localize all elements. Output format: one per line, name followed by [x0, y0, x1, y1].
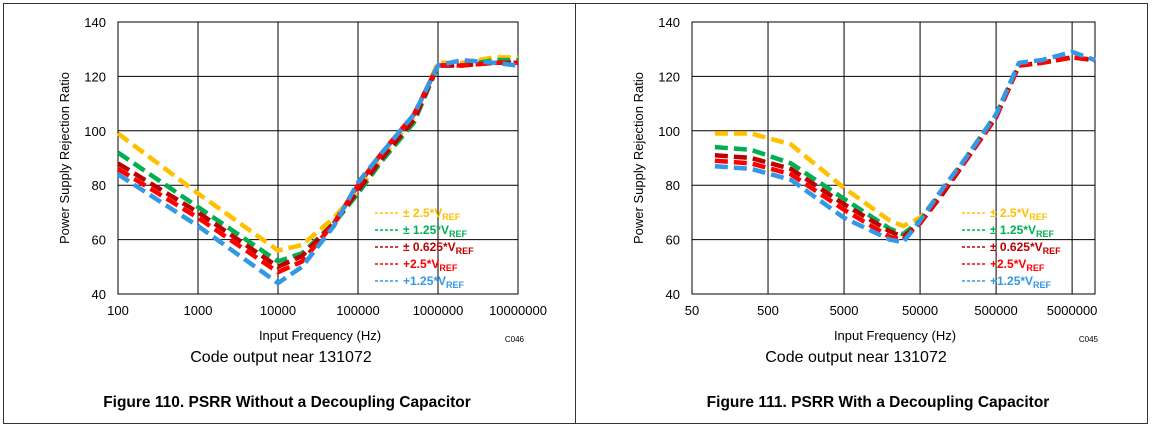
y-tick-label: 140 [84, 15, 106, 30]
x-tick-label: 500000 [974, 303, 1017, 318]
chart-subtitle: Code output near 131072 [190, 349, 372, 366]
x-tick-label: 100000 [336, 303, 379, 318]
y-tick-label: 60 [666, 233, 680, 248]
y-tick-label: 100 [84, 124, 106, 139]
figure-divider [575, 3, 576, 424]
x-tick-label: 1000 [184, 303, 213, 318]
chart-subtitle: Code output near 131072 [765, 349, 947, 366]
y-tick-label: 120 [84, 69, 106, 84]
y-tick-label: 40 [92, 287, 106, 302]
y-tick-label: 80 [92, 178, 106, 193]
legend: ± 2.5*VREF± 1.25*VREF± 0.625*VREF+2.5*VR… [375, 206, 474, 290]
x-tick-label: 50000 [902, 303, 938, 318]
y-tick-label: 80 [666, 178, 680, 193]
y-axis-title: Power Supply Rejection Ratio [631, 72, 646, 244]
legend-entry-label: ± 2.5*VREF [990, 206, 1048, 222]
x-tick-label: 100 [107, 303, 129, 318]
y-tick-label: 40 [666, 287, 680, 302]
figure-caption: Figure 111. PSRR With a Decoupling Capac… [707, 394, 1050, 411]
chart-2: 50 500 5000 50000 500000 5000000 40 60 80 100 120 1… [631, 15, 1099, 411]
legend-entry-label: ± 0.625*VREF [990, 240, 1061, 256]
legend-entry-label: +2.5*VREF [990, 257, 1045, 273]
x-tick-label: 5000 [830, 303, 859, 318]
chart-1: 100 1000 10000 100000 1000000 10000000 40 60 80 1… [57, 15, 547, 411]
x-tick-label: 500 [757, 303, 779, 318]
x-tick-label: 50 [685, 303, 699, 318]
figure-caption: Figure 110. PSRR Without a Decoupling Ca… [103, 394, 471, 411]
series-line-5 [116, 57, 519, 286]
y-tick-label: 120 [658, 69, 680, 84]
legend-entry-label: +1.25*VREF [403, 274, 465, 290]
y-tick-label: 100 [658, 124, 680, 139]
series-line-5 [714, 49, 1096, 245]
legend-entry-label: ± 0.625*VREF [403, 240, 474, 256]
x-tick-label: 10000 [260, 303, 296, 318]
figure-code: C046 [505, 335, 525, 344]
x-tick-label: 5000000 [1047, 303, 1098, 318]
legend-entry-label: +2.5*VREF [403, 257, 458, 273]
y-tick-label: 140 [658, 15, 680, 30]
legend-entry-label: ± 1.25*VREF [403, 223, 467, 239]
legend-entry-label: ± 1.25*VREF [990, 223, 1054, 239]
x-axis-title: Input Frequency (Hz) [834, 328, 956, 343]
y-axis-title: Power Supply Rejection Ratio [57, 72, 72, 244]
legend-entry-label: +1.25*VREF [990, 274, 1052, 290]
x-tick-label: 1000000 [413, 303, 464, 318]
legend-entry-label: ± 2.5*VREF [403, 206, 461, 222]
x-axis-title: Input Frequency (Hz) [259, 328, 381, 343]
figure-code: C045 [1079, 335, 1099, 344]
legend: ± 2.5*VREF± 1.25*VREF± 0.625*VREF+2.5*VR… [962, 206, 1061, 290]
y-tick-label: 60 [92, 233, 106, 248]
x-tick-label: 10000000 [489, 303, 547, 318]
